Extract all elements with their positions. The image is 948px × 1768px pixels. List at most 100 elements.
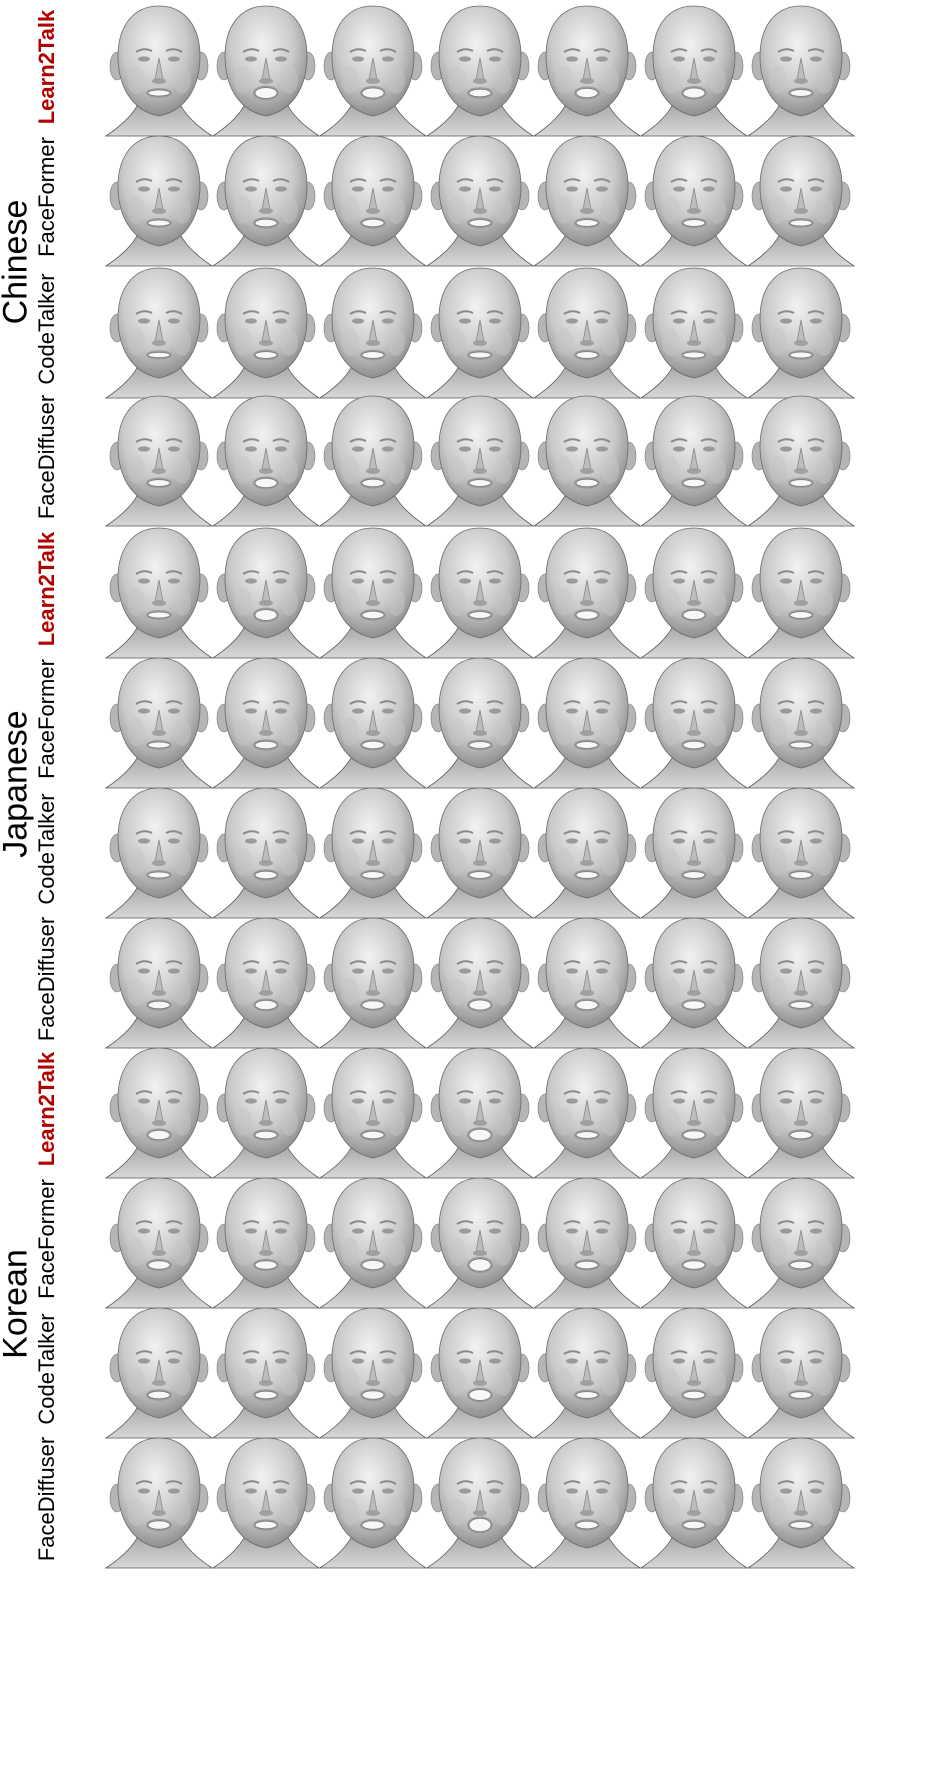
mouth-mark xyxy=(146,1258,172,1272)
mouth-mark xyxy=(788,999,814,1011)
mouth-mark xyxy=(467,869,493,881)
face-mesh-icon xyxy=(746,267,856,399)
face-frame xyxy=(635,912,753,1052)
mouth-mark xyxy=(574,869,600,881)
face-mesh-icon xyxy=(104,1307,214,1439)
face-mesh-icon xyxy=(211,1177,321,1309)
face-mesh-icon xyxy=(532,5,642,137)
mouth-mark xyxy=(467,739,493,751)
mouth-mark xyxy=(788,218,814,228)
face-frame xyxy=(635,1302,753,1442)
mouth-mark xyxy=(788,869,814,881)
face-mesh-icon xyxy=(318,5,428,137)
mouth-mark xyxy=(467,87,493,99)
face-mesh-icon xyxy=(211,917,321,1049)
mouth-mark xyxy=(788,609,814,621)
face-mesh-icon xyxy=(211,787,321,919)
face-mesh-icon xyxy=(746,135,856,267)
mouth-mark xyxy=(788,1389,814,1401)
face-frame xyxy=(314,262,432,402)
mouth-mark xyxy=(574,998,600,1012)
mouth-mark xyxy=(681,998,707,1012)
face-frame xyxy=(635,522,753,662)
face-mesh-icon xyxy=(639,395,749,527)
face-frame xyxy=(528,1302,646,1442)
mouth-mark xyxy=(788,740,814,750)
face-frame xyxy=(742,782,860,922)
face-mesh-icon xyxy=(532,1047,642,1179)
face-mesh-icon xyxy=(318,657,428,789)
face-frame xyxy=(314,522,432,662)
face-mesh-icon xyxy=(425,135,535,267)
face-frame xyxy=(100,1042,218,1182)
face-mesh-icon xyxy=(425,267,535,399)
face-frame xyxy=(100,390,218,530)
mouth-mark xyxy=(253,1258,279,1272)
mouth-mark xyxy=(253,739,279,751)
face-mesh-icon xyxy=(211,1307,321,1439)
mouth-mark xyxy=(574,349,600,361)
mouth-mark xyxy=(360,1518,386,1532)
face-frame xyxy=(421,782,539,922)
mouth-mark xyxy=(146,350,172,360)
face-frame xyxy=(100,1172,218,1312)
face-mesh-icon xyxy=(746,1307,856,1439)
mouth-mark xyxy=(681,477,707,489)
face-mesh-icon xyxy=(639,135,749,267)
face-mesh-icon xyxy=(104,135,214,267)
face-frame xyxy=(742,652,860,792)
mouth-mark xyxy=(146,610,172,620)
face-mesh-icon xyxy=(746,1437,856,1569)
face-row xyxy=(0,782,856,922)
face-row xyxy=(0,652,856,792)
face-mesh-icon xyxy=(746,657,856,789)
face-mesh-icon xyxy=(211,657,321,789)
face-frame xyxy=(314,1042,432,1182)
face-frame xyxy=(635,1042,753,1182)
mouth-mark xyxy=(360,739,386,751)
face-frame xyxy=(528,782,646,922)
face-frame xyxy=(314,652,432,792)
face-frame xyxy=(742,262,860,402)
face-mesh-icon xyxy=(639,5,749,137)
mouth-mark xyxy=(574,1129,600,1141)
face-frame xyxy=(314,1172,432,1312)
face-frame xyxy=(742,390,860,530)
mouth-mark xyxy=(360,349,386,361)
mouth-mark xyxy=(574,1259,600,1271)
face-mesh-icon xyxy=(318,1307,428,1439)
mouth-mark xyxy=(146,1518,172,1532)
face-mesh-icon xyxy=(425,527,535,659)
mouth-mark xyxy=(681,86,707,100)
mouth-mark xyxy=(146,88,172,98)
face-frame xyxy=(742,1302,860,1442)
face-frame xyxy=(635,262,753,402)
face-frame xyxy=(207,782,325,922)
face-mesh-icon xyxy=(425,1437,535,1569)
face-mesh-icon xyxy=(639,1047,749,1179)
face-mesh-icon xyxy=(318,787,428,919)
face-mesh-icon xyxy=(211,395,321,527)
mouth-mark xyxy=(467,1387,493,1403)
face-mesh-icon xyxy=(425,5,535,137)
mouth-mark xyxy=(681,739,707,751)
mouth-mark xyxy=(574,477,600,489)
mouth-mark xyxy=(574,739,600,751)
mouth-mark xyxy=(360,869,386,881)
face-frame xyxy=(528,652,646,792)
mouth-mark xyxy=(788,477,814,489)
face-mesh-icon xyxy=(532,527,642,659)
face-frame xyxy=(314,1432,432,1572)
face-mesh-icon xyxy=(746,527,856,659)
face-mesh-icon xyxy=(318,395,428,527)
face-frame xyxy=(421,0,539,140)
face-row xyxy=(0,390,856,530)
face-mesh-icon xyxy=(104,1437,214,1569)
face-mesh-icon xyxy=(425,917,535,1049)
face-frame xyxy=(635,0,753,140)
mouth-mark xyxy=(467,609,493,621)
mouth-mark xyxy=(681,608,707,622)
mouth-mark xyxy=(574,217,600,229)
face-row xyxy=(0,912,856,1052)
face-mesh-icon xyxy=(532,267,642,399)
